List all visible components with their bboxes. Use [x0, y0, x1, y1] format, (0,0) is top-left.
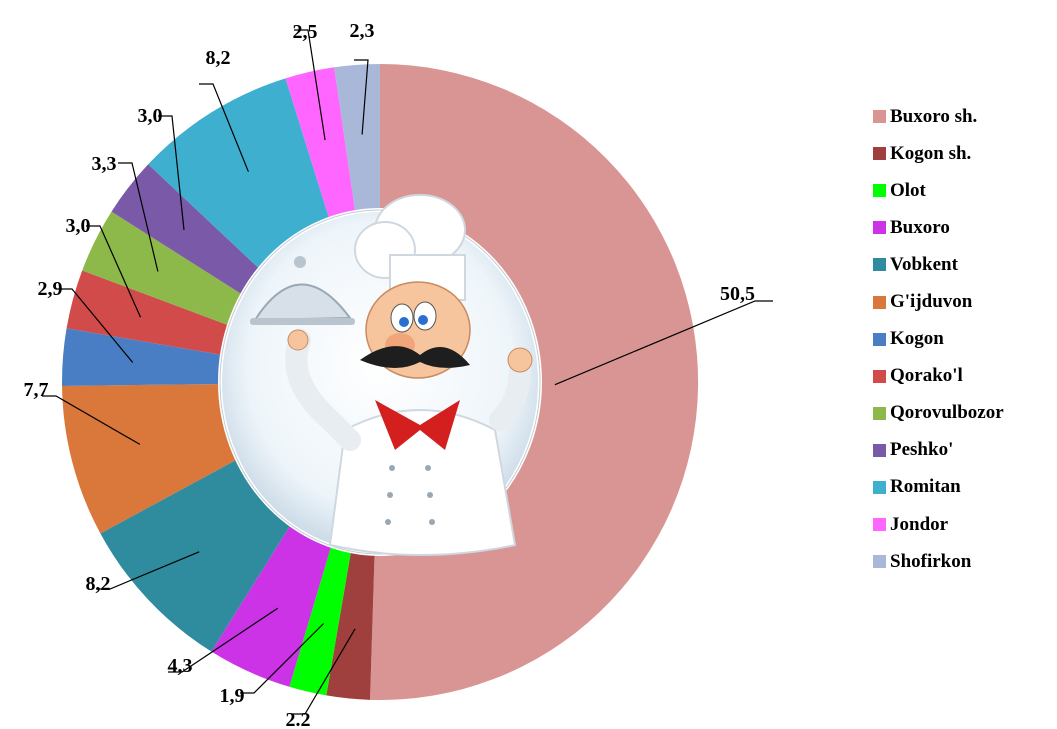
legend-swatch — [873, 480, 886, 494]
leader-line — [42, 395, 141, 445]
legend-swatch — [873, 369, 886, 383]
data-label: 3,3 — [92, 153, 117, 175]
legend-item: Jondor — [873, 506, 1004, 543]
legend-item: Buxoro sh. — [873, 98, 1004, 135]
data-label: 2,3 — [350, 20, 375, 42]
leader-line — [199, 83, 249, 172]
legend-swatch — [873, 295, 886, 309]
leader-line — [554, 300, 773, 386]
legend-swatch — [873, 518, 886, 532]
data-label: 8,2 — [206, 47, 231, 69]
data-label: 2,9 — [38, 278, 63, 300]
legend-item: Vobkent — [873, 246, 1004, 283]
legend-label: Shofirkon — [890, 550, 972, 572]
leader-line — [291, 628, 356, 715]
data-label: 7,7 — [24, 379, 49, 401]
legend-item: Olot — [873, 172, 1004, 209]
legend-label: Qorovulbozor — [890, 402, 1004, 424]
legend-label: Romitan — [890, 476, 961, 498]
legend-label: Qorako'l — [890, 365, 963, 387]
legend-item: Buxoro — [873, 209, 1004, 246]
leader-line — [96, 551, 200, 590]
leader-line — [86, 225, 142, 318]
data-label: 1,9 — [220, 685, 245, 707]
legend-item: Qorako'l — [873, 358, 1004, 395]
legend-swatch — [873, 184, 886, 198]
leader-line — [294, 29, 326, 141]
leader-line — [158, 115, 185, 231]
legend-item: G'ijduvon — [873, 283, 1004, 320]
data-label: 3,0 — [66, 215, 91, 237]
legend-label: Kogon — [890, 328, 944, 350]
data-label: 8,2 — [86, 573, 111, 595]
legend-swatch — [873, 221, 886, 235]
data-label: 4,3 — [168, 655, 193, 677]
leader-line — [58, 288, 134, 363]
legend-label: Olot — [890, 179, 926, 201]
chef-illustration — [218, 194, 542, 556]
legend-item: Kogon — [873, 321, 1004, 358]
legend-swatch — [873, 332, 886, 346]
legend-label: G'ijduvon — [890, 291, 973, 313]
legend-item: Shofirkon — [873, 543, 1004, 580]
legend-item: Romitan — [873, 469, 1004, 506]
legend-swatch — [873, 110, 886, 124]
legend-label: Vobkent — [890, 253, 958, 275]
legend-label: Peshko' — [890, 439, 954, 461]
legend-label: Buxoro — [890, 216, 950, 238]
legend-swatch — [873, 147, 886, 161]
data-label: 50,5 — [720, 283, 755, 305]
legend-label: Jondor — [890, 513, 949, 535]
legend-label: Buxoro sh. — [890, 105, 978, 127]
leader-line — [354, 59, 369, 135]
leader-line — [240, 623, 325, 694]
legend-item: Peshko' — [873, 432, 1004, 469]
data-label: 3,0 — [138, 105, 163, 127]
leader-line — [168, 607, 279, 673]
legend-item: Qorovulbozor — [873, 395, 1004, 432]
legend-swatch — [873, 406, 886, 420]
data-label: 2.2 — [286, 709, 311, 729]
legend-item: Kogon sh. — [873, 135, 1004, 172]
legend-label: Kogon sh. — [890, 142, 972, 164]
legend-swatch — [873, 555, 886, 569]
legend-swatch — [873, 443, 886, 457]
legend-swatch — [873, 258, 886, 272]
legend: Buxoro sh. Kogon sh. Olot Buxoro Vobkent G'ij… — [873, 98, 1004, 580]
data-label: 2,5 — [293, 21, 318, 43]
leader-line — [118, 162, 159, 272]
